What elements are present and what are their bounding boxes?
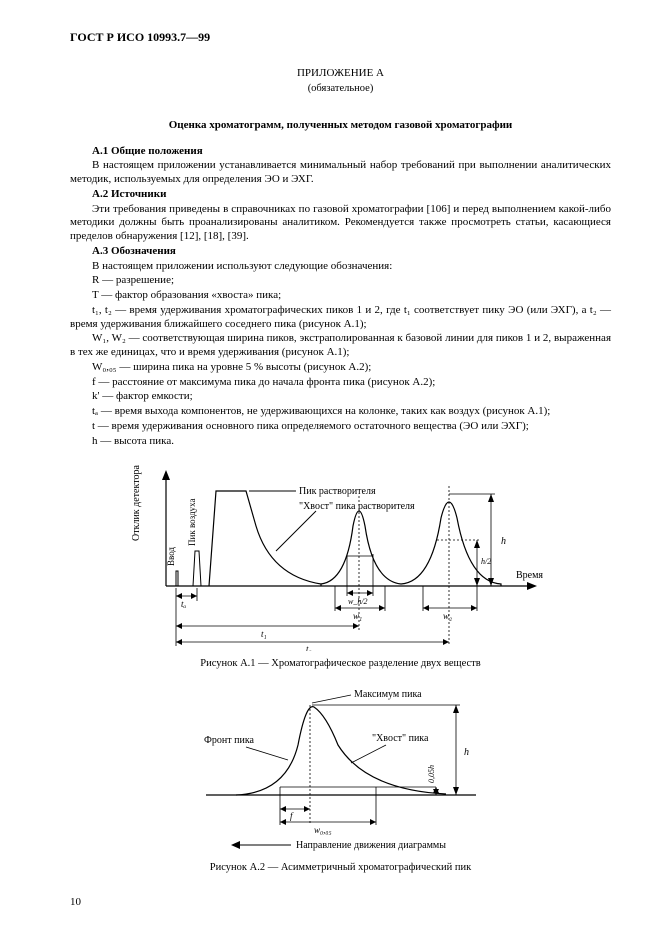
annex-subtitle: (обязательное) bbox=[70, 82, 611, 95]
fig1-lbl-w1: w₁ bbox=[353, 611, 362, 621]
main-title: Оценка хроматограмм, полученных методом … bbox=[70, 119, 611, 133]
fig1-ann-air: Пик воздуха bbox=[187, 499, 197, 546]
fig1-lbl-t2: t₂ bbox=[306, 644, 312, 651]
section-a3-head: А.3 Обозначения bbox=[92, 245, 176, 257]
figure-a1-svg: Отклик детектора Время Ввод Пик воздуха … bbox=[121, 456, 561, 651]
section-a3-intro: В настоящем приложении используют следую… bbox=[70, 260, 611, 274]
fig2-lbl-w005: w₀,₀₅ bbox=[314, 825, 332, 835]
fig1-ann-vvod: Ввод bbox=[166, 547, 176, 566]
annex-title: ПРИЛОЖЕНИЕ А bbox=[70, 67, 611, 81]
fig1-ylabel: Отклик детектора bbox=[131, 465, 142, 541]
fig2-lbl-f: f bbox=[290, 811, 294, 821]
page: ГОСТ Р ИСО 10993.7—99 ПРИЛОЖЕНИЕ А (обяз… bbox=[0, 0, 661, 949]
def-h: h — высота пика. bbox=[70, 435, 611, 449]
figure-a1-caption: Рисунок А.1 — Хроматографическое разделе… bbox=[70, 657, 611, 670]
figure-a2-caption: Рисунок А.2 — Асимметричный хроматографи… bbox=[70, 861, 611, 874]
page-number: 10 bbox=[70, 896, 611, 910]
fig1-ann-tail: "Хвост" пика растворителя bbox=[299, 501, 415, 512]
fig2-ann-front: Фронт пика bbox=[204, 735, 255, 746]
section-a1: А.1 Общие положения bbox=[70, 145, 611, 159]
fig1-lbl-h2: h/2 bbox=[481, 557, 491, 566]
def-ta: tₐ — время выхода компонентов, не удержи… bbox=[70, 405, 611, 419]
def-W12: W₁, W₂ — соответствующая ширина пиков, э… bbox=[70, 332, 611, 360]
fig2-lbl-h: h bbox=[464, 747, 469, 758]
section-a2-head: А.2 Источники bbox=[92, 188, 166, 200]
fig1-lbl-wh2: w_h/2 bbox=[348, 597, 368, 606]
figure-a1: Отклик детектора Время Ввод Пик воздуха … bbox=[70, 456, 611, 651]
fig1-lbl-h: h bbox=[501, 536, 506, 547]
def-t: t — время удерживания основного пика опр… bbox=[70, 420, 611, 434]
fig2-lbl-005h: 0,05h bbox=[427, 765, 436, 783]
fig1-ann-solvent: Пик растворителя bbox=[299, 486, 376, 497]
def-t12: t₁, t₂ — время удерживания хроматографич… bbox=[70, 304, 611, 332]
def-f: f — расстояние от максимума пика до нача… bbox=[70, 376, 611, 390]
fig2-arrow-note: Направление движения диаграммы bbox=[296, 840, 446, 851]
def-T: T — фактор образования «хвоста» пика; bbox=[70, 289, 611, 303]
document-id: ГОСТ Р ИСО 10993.7—99 bbox=[70, 30, 611, 45]
fig1-lbl-w2: w₂ bbox=[443, 611, 452, 621]
definitions-list: R — разрешение; T — фактор образования «… bbox=[70, 274, 611, 448]
fig2-ann-tail: "Хвост" пика bbox=[372, 733, 429, 744]
def-R: R — разрешение; bbox=[70, 274, 611, 288]
fig2-ann-max: Максимум пика bbox=[354, 689, 422, 700]
def-W005: W₀,₀₅ — ширина пика на уровне 5 % высоты… bbox=[70, 361, 611, 375]
section-a3: А.3 Обозначения bbox=[70, 245, 611, 259]
section-a2-text: Эти требования приведены в справочниках … bbox=[70, 203, 611, 244]
section-a1-head: А.1 Общие положения bbox=[92, 145, 203, 157]
fig1-lbl-t1: t₁ bbox=[261, 629, 267, 639]
figure-a2-svg: Максимум пика Фронт пика "Хвост" пика h … bbox=[176, 685, 506, 855]
figure-a2: Максимум пика Фронт пика "Хвост" пика h … bbox=[70, 685, 611, 855]
def-k: k' — фактор емкости; bbox=[70, 390, 611, 404]
section-a2: А.2 Источники bbox=[70, 188, 611, 202]
fig1-xlabel: Время bbox=[516, 570, 543, 581]
fig1-lbl-ta: tₐ bbox=[181, 599, 187, 609]
section-a1-text: В настоящем приложении устанавливается м… bbox=[70, 159, 611, 187]
